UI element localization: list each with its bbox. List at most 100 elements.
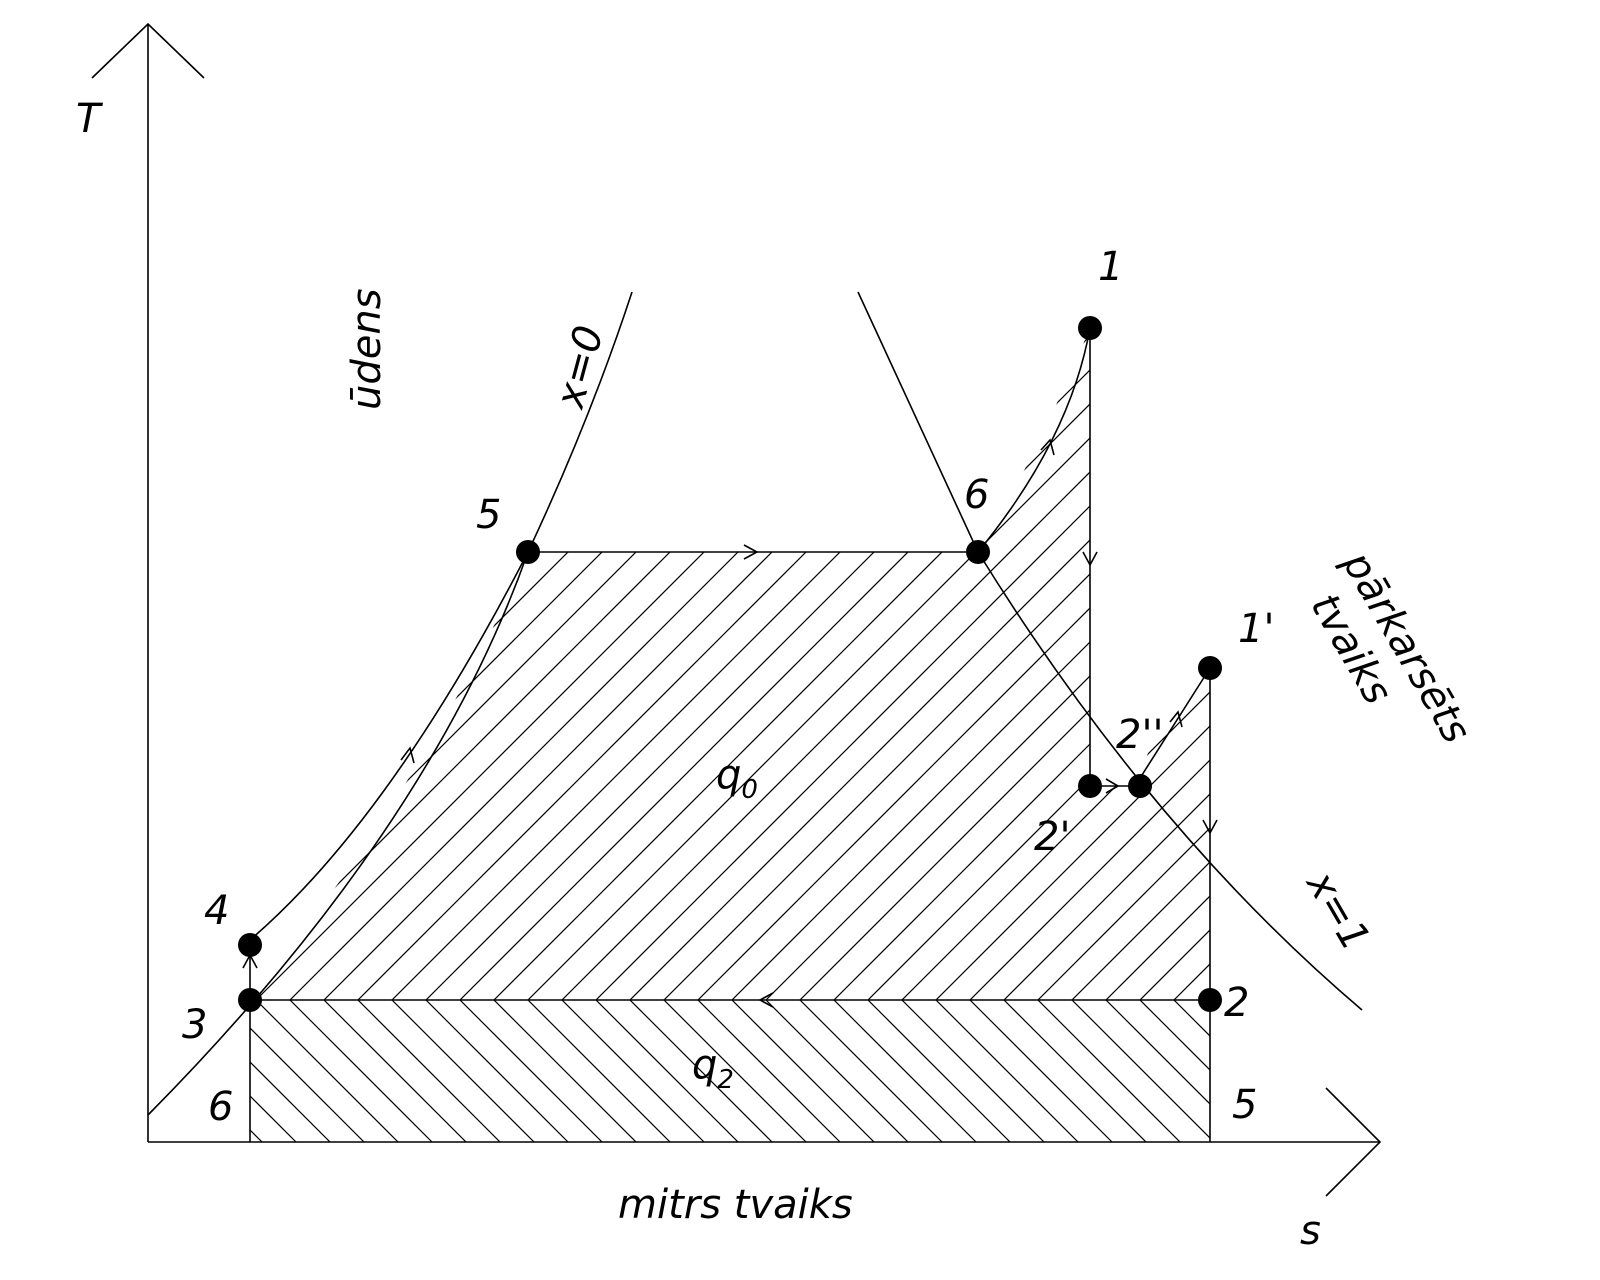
- hatch-line: [248, 328, 1210, 543]
- hatch-line: [248, 981, 1210, 1000]
- hatch-line: [731, 1000, 875, 1142]
- hatch-line: [248, 328, 1210, 1000]
- hatch-line: [0, 0, 1600, 644]
- hatch-line: [0, 0, 1600, 304]
- hatch-line: [248, 328, 1210, 849]
- hatch-line: [248, 328, 1210, 1000]
- point-2doubleprime-marker: [1128, 774, 1152, 798]
- hatch-line: [248, 328, 1210, 577]
- hatch-line: [0, 0, 1600, 474]
- hatch-line: [248, 328, 1210, 645]
- hatch-line: [0, 0, 1600, 984]
- point-2-label: 2: [1224, 980, 1249, 1026]
- point-2prime-marker: [1078, 774, 1102, 798]
- hatch-line: [248, 328, 1210, 1000]
- hatch-line: [0, 0, 1600, 950]
- hatch-line: [0, 0, 1600, 610]
- cycle-paths: [249, 327, 1211, 1142]
- t-axis: [91, 22, 205, 1142]
- t-axis-label: T: [76, 96, 104, 142]
- hatch-line: [0, 1254, 1600, 1280]
- hatch-line: [248, 328, 1210, 1000]
- point-1prime-label: 1': [1238, 606, 1274, 652]
- hatch-line: [595, 1000, 739, 1142]
- s-axis-label: s: [1300, 1208, 1321, 1254]
- hatch-line: [0, 0, 1600, 134]
- hatch-line: [0, 0, 1600, 440]
- hatch-line: [0, 0, 1600, 236]
- hatch-line: [0, 1220, 1600, 1280]
- point-6-bottom-label: 6: [208, 1084, 233, 1130]
- hatch-line: [248, 328, 1210, 1000]
- hatch-line: [0, 0, 1600, 882]
- hatch-line: [248, 328, 1210, 509]
- hatch-line: [248, 328, 1210, 1000]
- hatch-line: [0, 0, 1600, 202]
- hatch-line: [0, 0, 1600, 270]
- hatch-line: [0, 0, 1600, 916]
- hatch-line: [248, 328, 1210, 441]
- water-region-label: ūdens: [344, 288, 390, 410]
- hatch-line: [248, 328, 1210, 611]
- point-1-label: 1: [1098, 244, 1123, 290]
- hatch-line: [0, 0, 1600, 66]
- hatch-line: [0, 0, 1600, 270]
- hatch-line: [248, 328, 1210, 1000]
- hatch-line: [248, 328, 1210, 339]
- hatch-line: [248, 328, 1210, 1000]
- point-3-label: 3: [182, 1002, 207, 1048]
- s-axis: [148, 1087, 1382, 1197]
- hatch-line: [248, 403, 1210, 1000]
- hatch-line: [0, 0, 1600, 32]
- x1-curve-label: x=1: [1296, 862, 1378, 958]
- hatch-line: [0, 0, 1600, 406]
- q2-label: q2: [692, 1042, 734, 1095]
- hatch-line: [833, 1000, 977, 1142]
- hatch-line: [0, 0, 1600, 32]
- point-5-marker: [516, 540, 540, 564]
- hatch-line: [0, 0, 1600, 134]
- point-6-marker: [966, 540, 990, 564]
- point-5-label: 5: [476, 492, 501, 538]
- hatch-line: [697, 1000, 841, 1142]
- hatch-line: [0, 1220, 1600, 1280]
- hatch-line: [248, 335, 1210, 1000]
- hatch-line: [250, 1027, 365, 1142]
- hatch-line: [250, 1095, 297, 1142]
- hatch-line: [255, 1000, 399, 1142]
- hatch-line: [0, 1254, 1600, 1280]
- hatch-line: [663, 1000, 807, 1142]
- saturated-liquid-curve: [147, 291, 633, 1116]
- point-2-marker: [1198, 988, 1222, 1012]
- hatch-line: [0, 1016, 1600, 1280]
- hatch-line: [0, 0, 1600, 100]
- point-1-marker: [1078, 316, 1102, 340]
- hatch-line: [248, 328, 1210, 951]
- state-points: [238, 316, 1222, 1012]
- direction-arrows: [242, 438, 1218, 1008]
- q0-label: q0: [716, 752, 758, 805]
- hatch-line: [248, 328, 1210, 407]
- hatch-line: [0, 0, 1600, 168]
- hatch-line: [0, 0, 1600, 202]
- hatch-line: [248, 328, 1210, 1000]
- hatch-line: [0, 0, 1600, 168]
- hatch-line: [0, 0, 1600, 338]
- point-5-bottom-label: 5: [1232, 1082, 1257, 1128]
- hatch-line: [248, 328, 1210, 985]
- point-4-label: 4: [204, 888, 229, 934]
- hatch-line: [248, 328, 1210, 1000]
- hatch-line: [248, 369, 1210, 1000]
- hatch-line: [629, 1000, 773, 1142]
- hatch-line: [248, 328, 1210, 373]
- hatch-line: [0, 0, 1600, 508]
